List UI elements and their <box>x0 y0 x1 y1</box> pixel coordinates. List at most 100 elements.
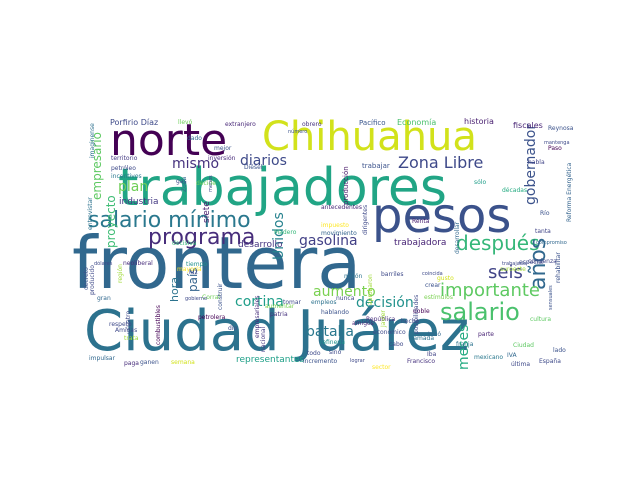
word-nunca: nunca <box>336 295 355 302</box>
word-tomar: tomar <box>283 299 302 306</box>
word-proyecto: proyecto <box>104 195 118 248</box>
word-sector: sector <box>372 364 391 371</box>
word-dirigentes: dirigentes <box>362 205 369 235</box>
word-pesos: pesos <box>372 188 511 244</box>
word-dado: dado <box>187 135 202 142</box>
word-trabajadora: trabajadora <box>394 238 446 248</box>
word-norte: norte <box>110 115 227 166</box>
word-desarrollar: desarrollar <box>454 221 461 254</box>
word-javier: Javier <box>380 310 387 328</box>
word-tiempo: tiempo <box>186 261 207 268</box>
word-comienza: comienza <box>528 258 557 265</box>
word-lograr: lograr <box>350 358 366 364</box>
word-zona: Zona <box>181 176 188 192</box>
word-producción: producción <box>342 166 350 205</box>
word-lado: lado <box>553 347 566 354</box>
word-millón: millón <box>344 273 363 280</box>
word-mayoría: mayoría <box>177 266 202 273</box>
word-sólo: sólo <box>474 179 486 186</box>
word-iba: Iba <box>427 351 437 358</box>
word-obrero: obrero <box>302 121 322 128</box>
word-amigos: amigos <box>352 320 374 327</box>
word-frontera: frontera <box>72 221 361 305</box>
word-rehabilitar: rehabilitar <box>555 252 562 283</box>
word-inversión: inversión <box>208 155 236 162</box>
word-paso: Paso <box>548 145 562 152</box>
word-fiscales: fiscales <box>513 121 543 130</box>
word-seis: seis <box>488 262 523 283</box>
word-renta: Renta <box>412 218 430 225</box>
word-refinería: refinería <box>320 339 345 346</box>
word-habla: habla <box>528 159 545 166</box>
word-mejor: mejor <box>214 145 232 152</box>
word-tocó: tocó <box>428 331 441 338</box>
word-empresario: empresario <box>90 132 104 200</box>
word-menos: menos <box>208 175 214 192</box>
word-paga: paga <box>124 360 139 367</box>
word-económico: económico <box>373 329 406 336</box>
word-parte: parte <box>478 331 494 338</box>
word-respeto: respeto <box>109 321 132 328</box>
word-imaginense: imaginense <box>89 123 96 158</box>
word-economía: Economía <box>397 118 436 127</box>
word-gobernador: gobernador <box>523 124 539 205</box>
word-tanta: tanta <box>535 228 551 235</box>
word-entrevistar: entrevistar <box>87 197 94 230</box>
word-gas: gas <box>176 178 187 185</box>
word-unidos: Unidos <box>271 212 287 260</box>
word-territorio: territorio <box>111 155 138 162</box>
word-petrolera: petrolera <box>198 314 226 321</box>
word-amigas: Amigas <box>115 327 137 334</box>
word-última: última <box>511 361 530 368</box>
word-compromiso: compromiso <box>536 240 567 246</box>
word-dólares: dólares <box>94 260 113 267</box>
word-mantenga: mantenga <box>544 140 570 146</box>
word-decisiva: decisiva <box>172 240 197 247</box>
word-hablando: hablando <box>321 309 349 316</box>
word-movimiento: movimiento <box>321 230 357 237</box>
word-corral: Corral <box>202 294 220 301</box>
word-semana: semana <box>171 359 195 366</box>
word-suroeste: suroeste <box>500 266 526 273</box>
word-ciudad-juárez: Ciudad Juárez <box>84 299 469 364</box>
word-pacífico: Pacífico <box>359 119 386 127</box>
word-aprobaron: aprobaron <box>367 274 374 305</box>
word-zona-libre: Zona Libre <box>398 153 483 172</box>
word-coincida: coincida <box>422 271 443 277</box>
word-décadas: décadas <box>502 187 527 194</box>
word-barriles: barriles <box>381 271 403 278</box>
word-meses: meses <box>456 325 472 370</box>
word-madero: Madero <box>274 229 297 236</box>
word-reynosa: Reynosa <box>548 125 574 132</box>
word-patria: patria <box>270 311 288 318</box>
word-industria: industria <box>119 197 159 207</box>
word-mexicano: mexicano <box>474 354 503 361</box>
word-estímulos: estímulos <box>424 294 453 301</box>
word-francisco: Francisco <box>407 358 435 365</box>
word-llevó: llevó <box>178 119 193 126</box>
word-número: número <box>288 128 307 135</box>
word-trata: trata <box>124 335 139 342</box>
word-diésel: Diésel <box>244 164 263 171</box>
word-batalla: batalla <box>306 324 354 340</box>
word-posibilidades: posibilidades <box>413 295 420 334</box>
word-impuesto: impuesto <box>321 222 349 229</box>
word-desarrollo: desarrollo <box>238 240 283 250</box>
word-importante: importante <box>440 280 540 301</box>
word-mismo: mismo <box>172 156 219 172</box>
word-combustibles: combustibles <box>155 305 162 345</box>
word-construir: construir <box>217 283 224 310</box>
word-luz: luz <box>189 269 198 276</box>
word-programa: programa <box>148 225 255 250</box>
word-empleos: empleos <box>311 299 337 306</box>
word-doble: doble <box>413 308 430 315</box>
word-hecho: hecho <box>401 318 420 325</box>
word-después: después <box>456 231 540 255</box>
word-porfirio-díaz: Porfirio Díaz <box>110 118 158 127</box>
word-antecedentes: antecedentes <box>321 204 362 211</box>
word-trabajadores: trabajadores <box>118 158 447 218</box>
word-salario-mínimo: salario mínimo <box>88 208 251 233</box>
word-impulsar: impulsar <box>89 355 116 362</box>
word-empresariales: empresariales <box>254 296 261 338</box>
word-todo: todo <box>307 350 321 357</box>
